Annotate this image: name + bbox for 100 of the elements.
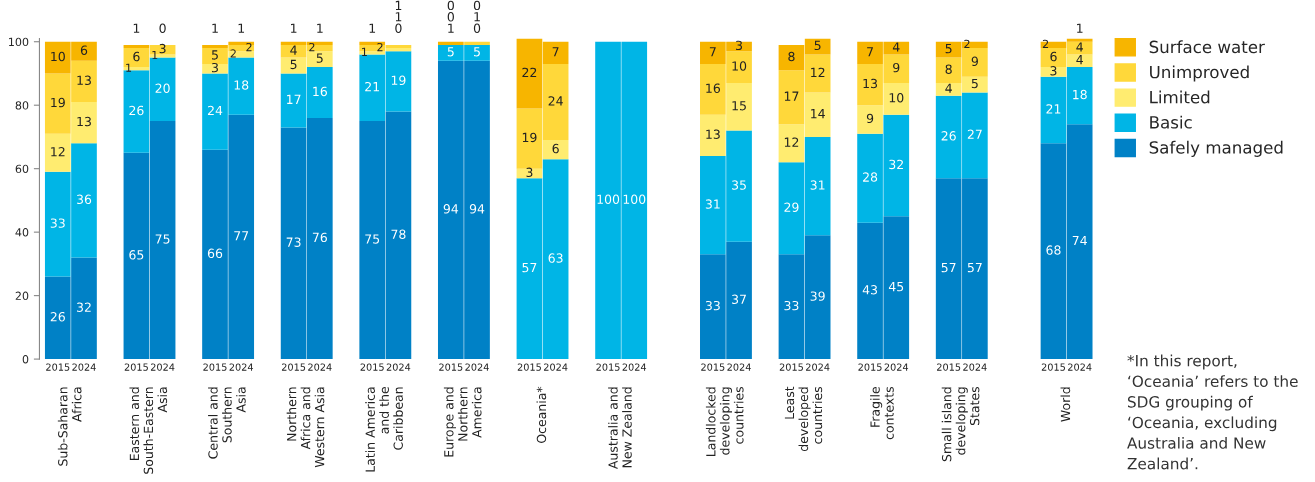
data-label: 0 (159, 23, 166, 33)
data-label: 1 (448, 23, 454, 33)
data-label: 75 (155, 234, 170, 244)
data-label: 19 (51, 97, 65, 108)
bar (228, 51, 255, 58)
data-label: 0 (447, 0, 454, 11)
x-tick-label: 2015 (203, 363, 227, 371)
data-label: 1 (317, 23, 323, 33)
x-tick-label: 2015 (46, 363, 70, 371)
data-label: 100 (623, 194, 646, 205)
data-label: 19 (391, 75, 406, 86)
legend-label: Surface water (1149, 40, 1265, 54)
data-label: 1 (152, 50, 158, 60)
data-label: 6 (552, 143, 559, 154)
data-label: 7 (552, 47, 559, 57)
data-label: 33 (705, 300, 720, 311)
data-label: 17 (287, 94, 301, 104)
data-label: 57 (522, 262, 537, 273)
text: Australia and New Zealand (608, 387, 632, 470)
text: Oceania* (536, 386, 547, 443)
data-label: 2 (309, 42, 315, 52)
bar (542, 140, 569, 160)
data-label: 16 (706, 83, 721, 93)
x-tick-label: 2024 (963, 363, 987, 371)
data-label: 66 (207, 248, 223, 258)
data-label: 2 (964, 39, 970, 48)
data-label: 10 (889, 93, 904, 103)
data-label: 6 (1050, 51, 1057, 62)
x-tick-label: 2015 (937, 363, 961, 371)
x-tick-label: 2024 (543, 363, 568, 371)
data-label: 6 (80, 45, 88, 55)
data-label: 74 (1072, 236, 1087, 246)
data-label: 0 (473, 23, 481, 33)
data-label: 2 (377, 42, 383, 52)
data-label: 8 (788, 51, 795, 62)
data-label: 1 (395, 0, 402, 10)
data-label: 1 (474, 12, 480, 22)
data-label: 73 (286, 237, 301, 247)
data-label: 0 (473, 0, 481, 11)
y-tick-label: 20 (15, 291, 29, 300)
data-label: 36 (76, 194, 92, 205)
data-label: 1 (133, 23, 140, 33)
data-label: 12 (784, 137, 799, 147)
legend-label: Unimproved (1150, 65, 1249, 82)
x-tick-label: 2015 (281, 363, 306, 371)
bar (385, 48, 412, 52)
data-label: 1 (362, 47, 367, 56)
legend-label: Safely managed (1149, 140, 1283, 157)
data-label: 26 (129, 105, 144, 116)
data-label: 1 (212, 23, 218, 33)
y-tick-label: 80 (15, 101, 29, 110)
x-tick-label: 2024 (727, 363, 751, 371)
data-label: 27 (967, 129, 982, 139)
data-label: 5 (945, 44, 952, 54)
legend-label: Basic (1150, 115, 1192, 129)
data-label: 31 (810, 180, 825, 190)
data-label: 45 (888, 282, 904, 292)
data-label: 4 (1076, 55, 1083, 65)
data-label: 35 (732, 180, 746, 190)
text: Latin America and the Caribbean (365, 387, 403, 472)
data-label: 5 (814, 40, 821, 51)
data-label: 4 (1076, 42, 1083, 52)
x-tick-label: 2015 (1041, 363, 1065, 371)
legend-label: Limited (1150, 90, 1210, 104)
x-tick-label: 2015 (858, 363, 882, 371)
data-label: 3 (736, 40, 743, 51)
data-label: 15 (732, 101, 746, 111)
data-label: 21 (1046, 104, 1061, 114)
x-tick-label: 2024 (386, 363, 411, 371)
data-label: 12 (51, 146, 65, 157)
data-label: 18 (234, 80, 249, 90)
data-label: 9 (971, 56, 978, 66)
text: Eastern and South-Eastern Asia (129, 387, 168, 474)
x-tick-label: 2024 (229, 363, 254, 371)
text: Northern Africa and Western Asia (286, 387, 325, 468)
text: Least developed countries (784, 386, 823, 452)
data-label: 4 (945, 83, 952, 93)
data-label: 68 (1046, 245, 1061, 255)
data-label: 2 (230, 49, 236, 58)
data-label: 5 (474, 47, 480, 57)
data-label: 13 (77, 116, 91, 127)
data-label: 24 (548, 96, 563, 106)
data-label: 5 (316, 53, 323, 63)
text: Sub-Saharan Africa (57, 387, 82, 466)
y-tick-label: 40 (15, 228, 29, 237)
text: Small island developing States (941, 386, 980, 462)
y-tick-label: 0 (22, 355, 29, 364)
data-label: 13 (77, 75, 91, 86)
x-tick-label: 2015 (517, 363, 541, 371)
data-label: 1 (395, 12, 402, 22)
data-label: 78 (391, 229, 406, 239)
data-label: 63 (548, 253, 563, 263)
data-label: 1 (369, 23, 376, 33)
x-tick-label: 2015 (124, 363, 148, 371)
data-label: 5 (447, 47, 454, 57)
data-label: 9 (866, 113, 874, 124)
x-tick-label: 2024 (465, 363, 489, 371)
x-tick-label: 2024 (308, 363, 332, 371)
data-label: 33 (50, 218, 65, 228)
data-label: 26 (941, 131, 956, 141)
